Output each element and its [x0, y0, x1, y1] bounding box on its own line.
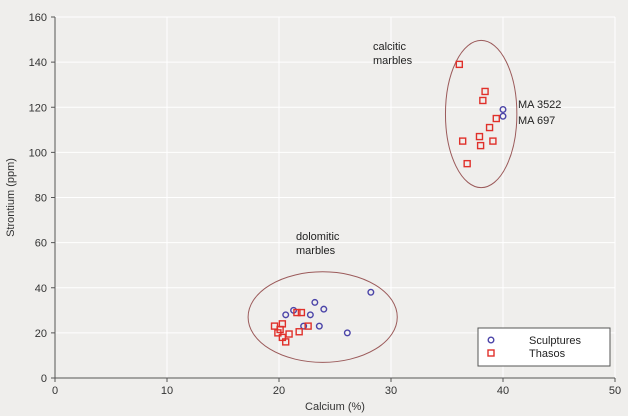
ma3522-label: MA 3522 [518, 99, 561, 111]
data-points [270, 60, 507, 346]
point-sculptures [282, 311, 290, 319]
y-tick-label: 160 [29, 12, 47, 24]
grid [55, 16, 616, 378]
x-tick-label: 10 [161, 385, 173, 397]
point-sculptures [367, 288, 375, 296]
calcitic-label-line2: marbles [373, 55, 413, 67]
legend-box [477, 327, 611, 367]
y-tick-label: 0 [41, 373, 47, 385]
y-tick-label: 60 [35, 238, 47, 250]
legend-label-thasos: Thasos [529, 348, 566, 360]
point-sculptures [343, 329, 351, 337]
point-thasos [285, 330, 293, 338]
point-thasos [295, 328, 303, 336]
point-thasos [282, 338, 290, 346]
point-thasos [463, 159, 471, 168]
dolomitic-label-line1: dolomitic [296, 231, 340, 243]
point-thasos [489, 137, 497, 145]
point-thasos [304, 322, 312, 330]
y-tick-label: 80 [35, 193, 47, 205]
calcitic-label-line1: calcitic [373, 41, 407, 53]
calcitic-ellipse [444, 39, 518, 189]
y-tick-label: 20 [35, 328, 47, 340]
y-axis-title: Strontium (ppm) [5, 158, 17, 237]
point-thasos [293, 308, 301, 317]
legend-marker-thasos [487, 349, 495, 357]
x-tick-label: 30 [385, 385, 397, 397]
point-thasos [479, 96, 487, 105]
point-sculptures [300, 322, 308, 330]
y-axis-ticks: 0 20 40 60 80 100 120 140 160 [29, 12, 55, 385]
point-thasos [492, 114, 500, 123]
legend-label-sculptures: Sculptures [529, 335, 581, 347]
x-tick-label: 40 [497, 385, 509, 397]
x-axis-title: Calcium (%) [305, 401, 365, 413]
legend: Sculptures Thasos [477, 327, 611, 367]
point-thasos [458, 137, 467, 145]
y-tick-label: 40 [35, 283, 47, 295]
point-sculptures [311, 298, 319, 306]
x-axis-ticks: 0 10 20 30 40 50 [52, 378, 621, 397]
legend-marker-sculptures [487, 336, 495, 344]
x-tick-label: 50 [609, 385, 621, 397]
cluster-ellipses [247, 39, 518, 363]
point-sculptures [499, 106, 507, 114]
x-tick-label: 20 [273, 385, 285, 397]
point-sculptures [320, 305, 328, 313]
point-thasos [475, 132, 484, 141]
point-thasos [278, 320, 287, 328]
point-thasos [476, 141, 485, 150]
point-sculptures [315, 322, 323, 330]
dolomitic-ellipse [247, 271, 398, 363]
point-thasos [297, 308, 306, 317]
x-tick-label: 0 [52, 385, 58, 397]
dolomitic-label-line2: marbles [296, 245, 336, 257]
point-thasos [455, 60, 464, 69]
point-sculptures [499, 112, 507, 120]
point-thasos [481, 87, 489, 96]
y-tick-label: 100 [29, 147, 47, 159]
y-tick-label: 140 [29, 57, 47, 69]
y-tick-label: 120 [29, 102, 47, 114]
point-thasos [485, 123, 494, 132]
ma697-label: MA 697 [518, 115, 555, 127]
point-sculptures [306, 311, 314, 319]
